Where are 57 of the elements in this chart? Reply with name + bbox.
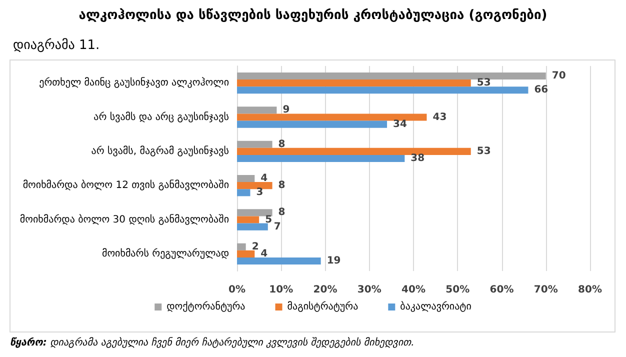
text: წყარო: დიაგრამა აგებულია ჩვენ მიერ ჩატარებული კვლევის შედეგების მიხედვით. [10,336,414,348]
bar [237,120,388,128]
bar [237,72,546,80]
bar [237,140,272,148]
x-tick-label: 30% [357,284,382,296]
text: დიაგრამა 11. [13,38,100,53]
data-label: 9 [282,104,290,116]
bar [237,250,255,258]
data-label: 4 [260,248,268,260]
bar [237,86,528,94]
y-tick-label: მოიხმარდა ბოლო 12 თვის განმავლობაში [22,179,229,192]
x-tick-label: 10% [269,284,294,296]
chart-title: ალკოჰოლისა და სწავლების საფეხურის კროსტაბულაცია (გოგონები) [78,8,548,23]
data-label: 19 [326,255,341,266]
bar [237,80,471,87]
data-label: 8 [278,207,286,218]
data-label: 53 [476,78,491,89]
bar [237,243,246,250]
x-tick-label: 20% [313,284,338,296]
x-tick-label: 80% [578,284,602,296]
data-label: 5 [265,214,272,226]
bar [237,257,321,265]
y-tick-label: არ სვამს და არც გაუსინჯავს [94,110,229,123]
data-label: 8 [278,138,286,150]
x-tick-label: 50% [446,284,470,296]
bar [237,182,272,190]
data-label: 53 [476,146,491,157]
data-label: 66 [534,84,548,96]
bar [237,223,268,230]
bar [237,174,255,182]
y-tick-label: არ სვამს, მაგრამ გაუსინჯავს [91,144,229,157]
bar [237,106,277,114]
data-label: 3 [256,187,264,198]
y-tick-label: მოიხმარდა ბოლო 30 დღის განმავლობაში [20,213,229,226]
legend-label: დოქტორანტურა [166,300,246,312]
bar [237,114,427,121]
legend-label: ბაკალავრიატი [400,300,472,312]
data-label: 2 [252,241,259,252]
bar [237,189,250,196]
data-label: 8 [278,180,286,192]
bar [237,216,260,224]
data-label: 34 [393,118,407,130]
data-label: 4 [260,173,268,184]
data-label: 43 [432,112,447,123]
x-tick-label: 70% [534,284,558,296]
x-tick-label: 0% [228,284,246,296]
x-tick-label: 40% [402,284,426,296]
y-tick-label: მოიხმარს რეგულარულად [102,247,229,260]
data-label: 7 [274,221,281,232]
bar [237,209,272,216]
y-tick-label: ერთხელ მაინც გაუსინჯავთ ალკოჰოლი [39,76,229,89]
x-tick-label: 60% [490,284,514,296]
legend-label: მაგისტრატურა [287,300,358,312]
data-label: 38 [410,152,425,164]
bar [237,148,471,155]
bar [237,154,405,162]
data-label: 70 [552,70,566,82]
